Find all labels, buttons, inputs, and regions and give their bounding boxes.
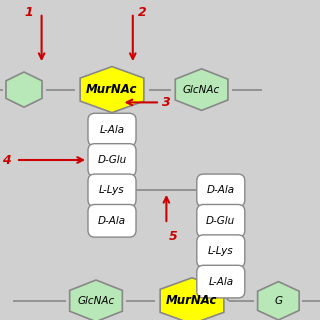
FancyBboxPatch shape (197, 265, 245, 298)
FancyBboxPatch shape (197, 204, 245, 237)
Text: D-Glu: D-Glu (206, 216, 236, 226)
Text: MurNAc: MurNAc (86, 83, 138, 96)
Text: 3: 3 (162, 96, 171, 109)
Text: L-Lys: L-Lys (99, 185, 125, 196)
Text: GlcNAc: GlcNAc (183, 84, 220, 95)
FancyBboxPatch shape (88, 204, 136, 237)
Polygon shape (160, 278, 224, 320)
Text: D-Ala: D-Ala (207, 185, 235, 196)
Polygon shape (175, 69, 228, 110)
Text: D-Glu: D-Glu (97, 155, 127, 165)
Text: 5: 5 (168, 230, 177, 243)
Polygon shape (6, 72, 42, 107)
FancyBboxPatch shape (197, 235, 245, 268)
FancyBboxPatch shape (88, 174, 136, 207)
Polygon shape (70, 280, 122, 320)
Text: MurNAc: MurNAc (166, 294, 218, 307)
Text: GlcNAc: GlcNAc (77, 296, 115, 306)
Polygon shape (258, 282, 299, 320)
Text: G: G (274, 296, 282, 306)
Text: 1: 1 (24, 6, 33, 19)
Text: 2: 2 (138, 6, 147, 19)
FancyBboxPatch shape (197, 174, 245, 207)
Text: D-Ala: D-Ala (98, 216, 126, 226)
Polygon shape (80, 67, 144, 113)
FancyBboxPatch shape (88, 113, 136, 146)
FancyBboxPatch shape (88, 144, 136, 176)
Text: 4: 4 (2, 154, 11, 166)
Text: L-Ala: L-Ala (208, 276, 233, 287)
Text: L-Lys: L-Lys (208, 246, 234, 256)
Text: L-Ala: L-Ala (100, 124, 124, 135)
